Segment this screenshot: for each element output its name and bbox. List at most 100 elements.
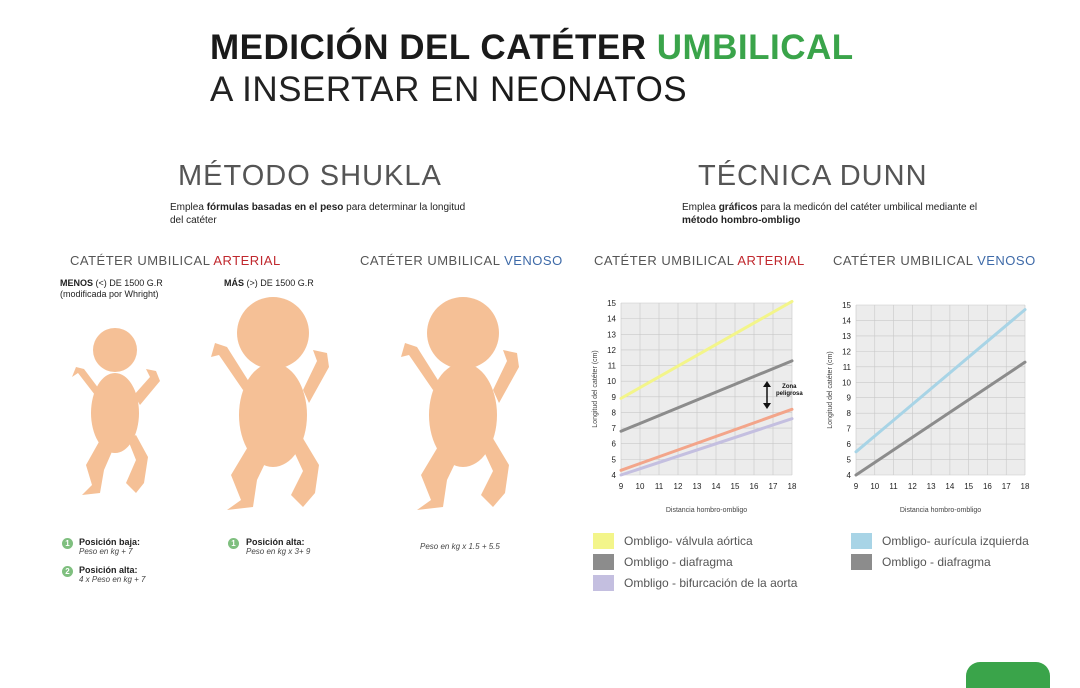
shukla-venoso-label: CATÉTER UMBILICAL: [360, 253, 505, 268]
x-tick-label: 12: [674, 482, 683, 491]
page-subtitle: A INSERTAR EN NEONATOS: [210, 70, 687, 110]
x-axis-label: Distancia hombro-ombligo: [666, 507, 747, 514]
series-line: [619, 407, 794, 472]
y-tick-label: 13: [842, 332, 851, 341]
x-tick-label: 13: [693, 482, 702, 491]
note-number-1: 1: [62, 538, 73, 549]
x-tick-label: 17: [1002, 482, 1011, 491]
y-tick-label: 8: [612, 408, 617, 417]
dunn-arterial-label: CATÉTER UMBILICAL: [594, 253, 738, 268]
y-tick-label: 14: [607, 315, 616, 324]
dunn-desc-1: Emplea: [682, 202, 719, 213]
y-tick-label: 4: [847, 471, 852, 480]
x-tick-label: 17: [769, 482, 778, 491]
x-tick-label: 9: [619, 482, 624, 491]
x-tick-label: 15: [964, 482, 973, 491]
dunn-description: Emplea gráficos para la medicón del caté…: [682, 201, 982, 227]
y-tick-label: 5: [612, 455, 617, 464]
legend-item: Ombligo - diafragma: [593, 551, 797, 572]
dunn-desc-bold1: gráficos: [718, 202, 758, 213]
x-tick-label: 16: [750, 482, 759, 491]
shukla-arterial-heading: CATÉTER UMBILICAL ARTERIAL: [70, 253, 281, 268]
y-tick-label: 8: [847, 409, 852, 418]
y-tick-label: 15: [607, 299, 616, 308]
brand-logo: [966, 662, 1050, 688]
legend-label: Ombligo- aurícula izquierda: [882, 533, 1029, 548]
legend-label: Ombligo - diafragma: [882, 554, 991, 569]
legend-swatch: [593, 532, 614, 549]
x-tick-label: 13: [927, 482, 936, 491]
y-tick-label: 7: [847, 425, 852, 434]
x-tick-label: 11: [889, 482, 898, 491]
legend-item: Ombligo- válvula aórtica: [593, 530, 797, 551]
legend-swatch: [593, 574, 614, 591]
series-line: [854, 308, 1027, 454]
dunn-arterial-word: ARTERIAL: [737, 253, 805, 268]
y-tick-label: 9: [847, 394, 852, 403]
dunn-venoso-word: VENOSO: [977, 253, 1036, 268]
legend-label: Ombligo - bifurcación de la aorta: [624, 575, 798, 590]
x-tick-label: 11: [655, 482, 664, 491]
y-tick-label: 6: [847, 440, 852, 449]
y-axis-label: Longitud del catéter (cm): [827, 351, 834, 428]
zona-line1: Zona: [782, 384, 797, 390]
note-posicion-alta-mas: Posición alta: Peso en kg x 3+ 9: [246, 537, 310, 556]
shukla-desc-1: Emplea: [170, 202, 207, 213]
shukla-desc-bold: fórmulas basadas en el peso: [206, 202, 344, 213]
x-axis-label: Distancia hombro-ombligo: [900, 507, 981, 514]
y-axis-label: Longitud del catéter (cm): [592, 350, 599, 427]
x-tick-label: 15: [731, 482, 740, 491]
dunn-arterial-heading: CATÉTER UMBILICAL ARTERIAL: [594, 253, 805, 268]
y-tick-label: 15: [842, 301, 851, 310]
note-number-2: 2: [62, 566, 73, 577]
series-line: [619, 417, 794, 477]
dunn-venoso-heading: CATÉTER UMBILICAL VENOSO: [833, 253, 1036, 268]
note3-text: Peso en kg x 3+ 9: [246, 547, 311, 556]
series-line: [619, 299, 794, 400]
x-tick-label: 10: [870, 482, 879, 491]
double-arrow-icon: [763, 381, 771, 409]
x-tick-label: 14: [945, 482, 954, 491]
x-tick-label: 9: [854, 482, 859, 491]
note1-text: Peso en kg + 7: [79, 547, 133, 556]
note2-title: Posición alta:: [79, 565, 138, 575]
y-tick-label: 11: [843, 363, 852, 372]
menos-rest: (<) DE 1500 G.R: [93, 278, 163, 288]
legend-item: Ombligo - diafragma: [851, 551, 1029, 572]
baby-large-illustration-1: [211, 297, 329, 510]
series-line: [854, 360, 1027, 477]
title-line2-part1: A INSERTAR EN: [210, 70, 490, 109]
note-posicion-alta-menos: Posición alta: 4 x Peso en kg + 7: [79, 565, 146, 584]
y-tick-label: 6: [612, 440, 617, 449]
legend-label: Ombligo- válvula aórtica: [624, 533, 753, 548]
x-tick-label: 10: [636, 482, 645, 491]
menos-line2: (modificada por Whright): [60, 289, 159, 299]
x-tick-label: 12: [908, 482, 917, 491]
arterial-legend: Ombligo- válvula aórtica Ombligo - diafra…: [593, 530, 797, 593]
note3-title: Posición alta:: [246, 537, 305, 547]
legend-item: Ombligo- aurícula izquierda: [851, 530, 1029, 551]
shukla-title: MÉTODO SHUKLA: [178, 160, 442, 192]
mas-bold: MÁS: [224, 278, 244, 288]
legend-item: Ombligo - bifurcación de la aorta: [593, 572, 797, 593]
menos-bold: MENOS: [60, 278, 94, 288]
shukla-venoso-word: VENOSO: [504, 253, 563, 268]
dunn-desc-2: para la medicón del catéter umbilical me…: [757, 202, 978, 213]
shukla-desc-2: para determinar la longitud del catéter: [170, 202, 466, 226]
x-tick-label: 18: [1021, 482, 1030, 491]
venoso-formula: Peso en kg x 1.5 + 5.5: [420, 542, 500, 551]
baby-large-illustration-2: [401, 297, 519, 510]
y-tick-label: 10: [842, 378, 851, 387]
baby-small-illustration: [72, 328, 160, 495]
y-tick-label: 7: [612, 424, 617, 433]
title-line2-part2: NEONATOS: [489, 70, 688, 109]
venoso-legend: Ombligo- aurícula izquierda Ombligo - dia…: [851, 530, 1029, 572]
note2-text: 4 x Peso en kg + 7: [79, 575, 146, 584]
y-tick-label: 10: [607, 377, 616, 386]
y-tick-label: 14: [842, 316, 851, 325]
y-tick-label: 13: [607, 330, 616, 339]
legend-swatch: [593, 553, 614, 570]
shukla-venoso-heading: CATÉTER UMBILICAL VENOSO: [360, 253, 563, 268]
